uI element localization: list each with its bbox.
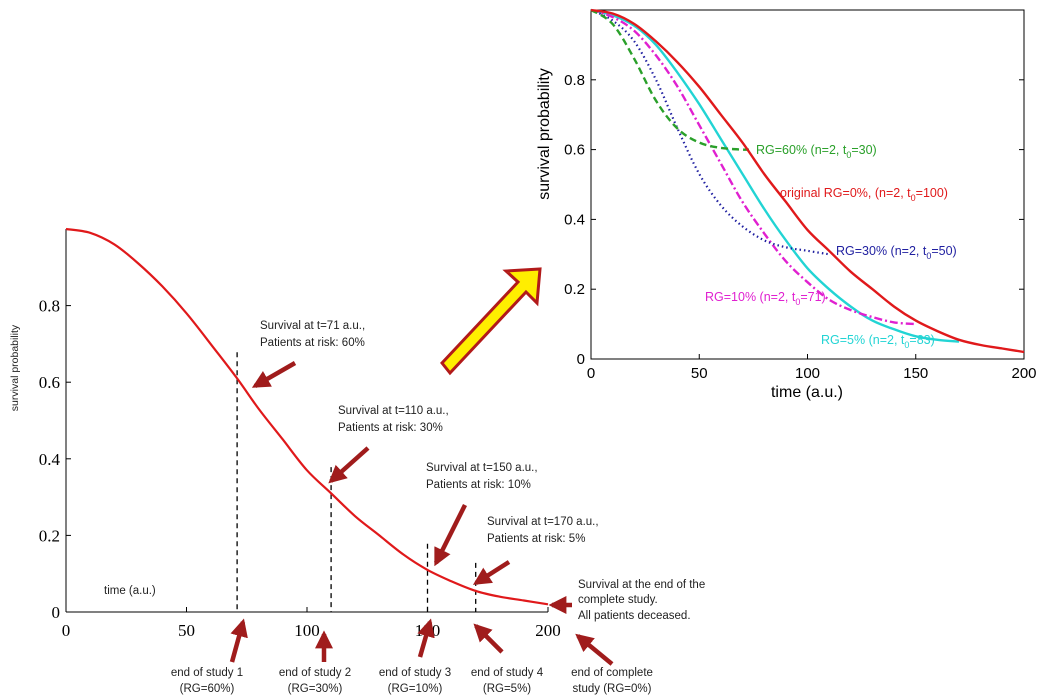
y-tick-label: 0 [52,603,61,622]
x-tick-label: 200 [535,621,561,640]
annotation-arrows [229,361,614,666]
inset-x-axis-label: time (a.u.) [771,384,843,401]
main-x-axis-label: time (a.u.) [104,585,156,597]
inset-y-axis-label: survival probability [536,68,553,200]
label-study2-line1: end of study 2 [279,667,351,679]
label-study2-line2: (RG=30%) [288,683,343,695]
y-tick-label: 0.8 [564,72,585,89]
arrow-note1 [251,361,297,388]
y-tick-label: 0.4 [564,211,585,228]
arrow-label4 [473,623,504,654]
label-complete-line1: end of complete [571,667,653,679]
y-tick-label: 0.6 [39,373,60,392]
label-complete-line2: study (RG=0%) [573,683,652,695]
inset-ticks: 0 50 100 150 200 0 0.2 0.4 0.6 0.8 [564,72,1036,382]
inset-series [590,8,1025,354]
note-study4-line1: Survival at t=170 a.u., [487,516,599,528]
label-study4-line2: (RG=5%) [483,683,531,695]
note-study1-line1: Survival at t=71 a.u., [260,320,365,332]
series-rg60 [590,8,750,151]
label-study1-line2: (RG=60%) [180,683,235,695]
x-tick-label: 50 [691,365,708,382]
series-label-rg10: RG=10% (n=2, t0=71) [705,290,826,307]
x-tick-label: 50 [178,621,195,640]
inset-plot-frame [590,9,1025,360]
label-study3-line1: end of study 3 [379,667,451,679]
note-study2-line1: Survival at t=110 a.u., [338,405,449,417]
x-tick-label: 100 [294,621,320,640]
arrow-label1 [229,618,248,663]
series-label-rg30: RG=30% (n=2, t0=50) [836,244,957,261]
end-note-line3: All patients deceased. [578,610,691,622]
x-tick-label: 0 [587,365,595,382]
arrow-note3 [433,503,468,567]
series-original [590,8,1025,354]
study-end-vlines [236,352,477,612]
x-tick-label: 200 [1011,365,1036,382]
end-note-line2: complete study. [578,594,658,606]
series-rg10 [590,8,916,326]
note-study3-line1: Survival at t=150 a.u., [426,462,538,474]
y-tick-label: 0 [577,351,585,368]
series-rg30 [590,8,830,256]
arrow-label3 [417,618,435,658]
end-note-line1: Survival at the end of the [578,579,705,591]
arrow-note4 [472,560,511,585]
series-label-rg60: RG=60% (n=2, t0=30) [756,143,877,160]
y-tick-label: 0.4 [39,450,61,469]
x-tick-label: 100 [795,365,820,382]
note-study2-line2: Patients at risk: 30% [338,422,443,434]
y-tick-label: 0.8 [39,297,60,316]
y-tick-label: 0.6 [564,142,585,159]
note-study4-line2: Patients at risk: 5% [487,533,585,545]
note-study1-line2: Patients at risk: 60% [260,337,365,349]
x-tick-label: 0 [62,621,71,640]
series-label-original: original RG=0%, (n=2, t0=100) [780,186,948,203]
y-tick-label: 0.2 [564,281,585,298]
arrow-label-complete [575,633,614,666]
main-survival-curve [65,227,549,606]
label-study3-line2: (RG=10%) [388,683,443,695]
x-tick-label: 150 [903,365,928,382]
main-y-axis-label: survival probability [9,324,21,411]
arrow-note2 [328,446,370,484]
series-rg5 [590,8,960,343]
inset-chart: 0 50 100 150 200 0 0.2 0.4 0.6 0.8 time (a.u.) su… [536,8,1037,401]
series-label-rg5: RG=5% (n=2, t0=83) [821,333,935,350]
y-tick-label: 0.2 [39,526,60,545]
label-study4-line1: end of study 4 [471,667,544,679]
big-yellow-arrow [440,267,542,376]
note-study3-line2: Patients at risk: 10% [426,479,531,491]
label-study1-line1: end of study 1 [171,667,243,679]
